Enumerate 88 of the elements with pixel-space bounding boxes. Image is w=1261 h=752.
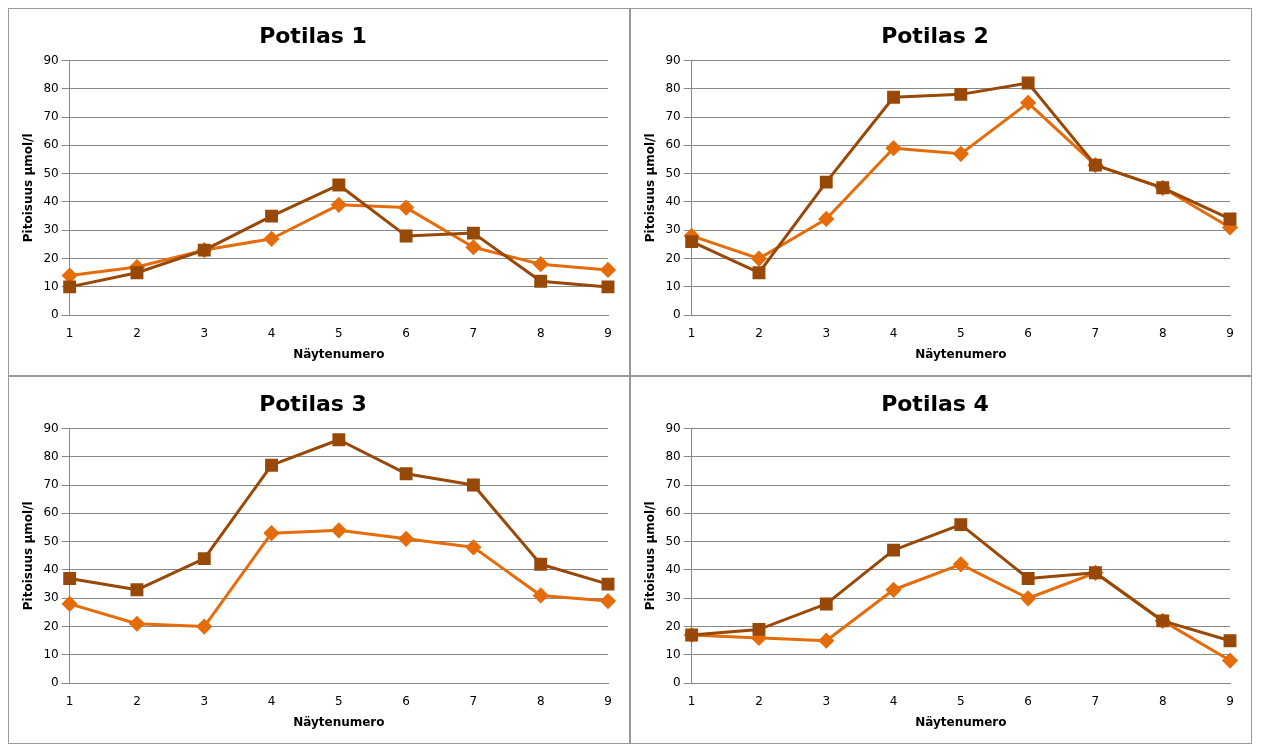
y-tick-label: 80 xyxy=(665,80,681,95)
x-axis-title: Näytenumero xyxy=(915,714,1007,729)
chart-title: Potilas 3 xyxy=(259,390,367,416)
y-tick-label: 30 xyxy=(665,590,681,605)
y-axis-title: Pitoisuus µmol/l xyxy=(643,133,658,243)
x-tick-label: 6 xyxy=(402,325,410,340)
y-tick-label: 50 xyxy=(43,533,59,548)
y-tick-label: 10 xyxy=(665,279,681,294)
x-tick-label: 1 xyxy=(687,325,696,340)
y-tick-label: 80 xyxy=(43,80,59,95)
x-tick-label: 2 xyxy=(755,693,763,708)
y-tick-label: 60 xyxy=(665,137,681,152)
x-tick-label: 1 xyxy=(65,693,74,708)
y-tick-label: 70 xyxy=(43,109,59,124)
y-tick-label: 80 xyxy=(43,448,59,463)
x-tick-label: 8 xyxy=(536,325,545,340)
y-tick-label: 40 xyxy=(665,194,681,209)
y-tick-label: 0 xyxy=(673,307,681,322)
y-tick-label: 30 xyxy=(43,590,59,605)
x-tick-label: 8 xyxy=(536,693,545,708)
y-tick-label: 20 xyxy=(665,618,681,633)
x-tick-label: 9 xyxy=(1226,693,1234,708)
x-tick-label: 7 xyxy=(1091,325,1100,340)
x-tick-label: 4 xyxy=(267,325,276,340)
y-tick-label: 30 xyxy=(43,222,59,237)
y-tick-label: 20 xyxy=(665,250,681,265)
y-tick-label: 10 xyxy=(43,279,59,294)
y-tick-label: 40 xyxy=(43,194,59,209)
x-axis-title: Näytenumero xyxy=(293,714,385,729)
x-tick-label: 7 xyxy=(1091,693,1100,708)
x-tick-label: 7 xyxy=(469,325,478,340)
x-axis-title: Näytenumero xyxy=(915,346,1007,361)
y-tick-label: 50 xyxy=(43,165,59,180)
y-tick-label: 80 xyxy=(665,448,681,463)
x-tick-label: 1 xyxy=(65,325,74,340)
y-tick-label: 70 xyxy=(665,477,681,492)
chart-title: Potilas 2 xyxy=(881,22,989,48)
y-tick-label: 50 xyxy=(665,533,681,548)
y-tick-label: 60 xyxy=(665,505,681,520)
x-tick-label: 2 xyxy=(133,325,141,340)
y-tick-label: 20 xyxy=(43,618,59,633)
x-tick-label: 6 xyxy=(1024,325,1032,340)
x-axis-title: Näytenumero xyxy=(293,346,385,361)
chart-title: Potilas 1 xyxy=(259,22,367,48)
x-tick-label: 2 xyxy=(755,325,763,340)
y-tick-label: 70 xyxy=(43,477,59,492)
x-tick-label: 5 xyxy=(957,693,965,708)
x-tick-label: 6 xyxy=(402,693,410,708)
y-tick-label: 10 xyxy=(43,647,59,662)
y-tick-label: 60 xyxy=(43,137,59,152)
y-tick-label: 40 xyxy=(665,562,681,577)
x-tick-label: 6 xyxy=(1024,693,1032,708)
x-tick-label: 3 xyxy=(822,325,831,340)
x-tick-label: 1 xyxy=(687,693,696,708)
y-tick-label: 50 xyxy=(665,165,681,180)
y-axis-title: Pitoisuus µmol/l xyxy=(21,133,36,243)
x-tick-label: 8 xyxy=(1158,325,1167,340)
x-tick-label: 3 xyxy=(822,693,831,708)
y-tick-label: 60 xyxy=(43,505,59,520)
y-tick-label: 0 xyxy=(673,675,681,690)
y-tick-label: 0 xyxy=(51,307,59,322)
x-tick-label: 3 xyxy=(200,325,209,340)
x-tick-label: 4 xyxy=(889,325,898,340)
y-tick-label: 90 xyxy=(43,420,59,435)
y-axis-title: Pitoisuus µmol/l xyxy=(643,501,658,611)
x-tick-label: 8 xyxy=(1158,693,1167,708)
y-tick-label: 90 xyxy=(665,52,681,67)
x-tick-label: 9 xyxy=(604,325,612,340)
y-tick-label: 10 xyxy=(665,647,681,662)
x-tick-label: 4 xyxy=(889,693,898,708)
x-tick-label: 5 xyxy=(335,693,343,708)
y-tick-label: 30 xyxy=(665,222,681,237)
x-tick-label: 3 xyxy=(200,693,209,708)
y-tick-label: 40 xyxy=(43,562,59,577)
chart-title: Potilas 4 xyxy=(881,390,989,416)
y-tick-label: 90 xyxy=(665,420,681,435)
x-tick-label: 9 xyxy=(604,693,612,708)
x-tick-label: 5 xyxy=(957,325,965,340)
y-tick-label: 0 xyxy=(51,675,59,690)
y-tick-label: 70 xyxy=(665,109,681,124)
x-tick-label: 2 xyxy=(133,693,141,708)
y-tick-label: 90 xyxy=(43,52,59,67)
x-tick-label: 4 xyxy=(267,693,276,708)
y-axis-title: Pitoisuus µmol/l xyxy=(21,501,36,611)
x-tick-label: 9 xyxy=(1226,325,1234,340)
y-tick-label: 20 xyxy=(43,250,59,265)
x-tick-label: 7 xyxy=(469,693,478,708)
x-tick-label: 5 xyxy=(335,325,343,340)
